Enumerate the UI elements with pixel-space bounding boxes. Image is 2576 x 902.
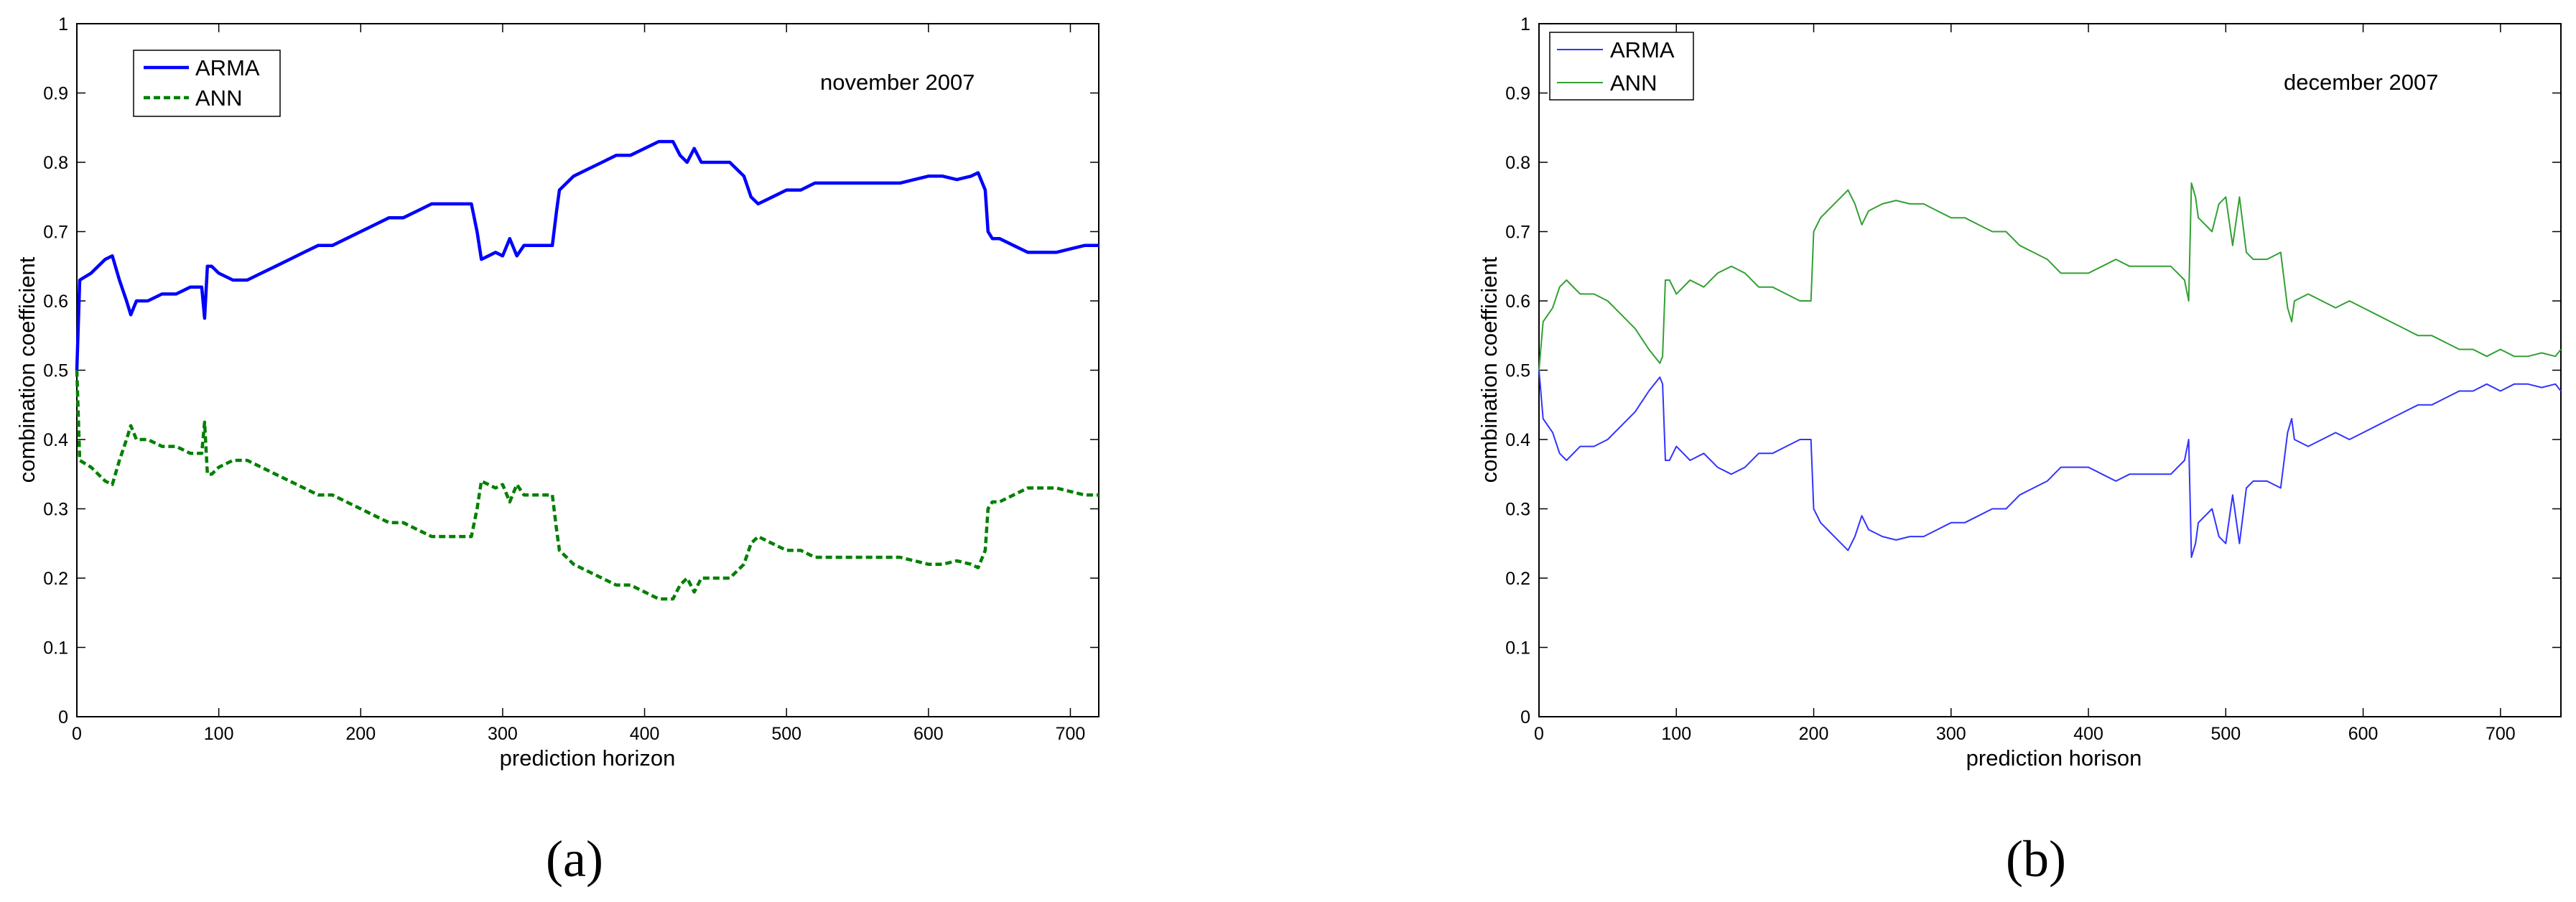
x-tick-label: 500: [2210, 724, 2241, 744]
y-tick-label: 0.8: [1505, 153, 1530, 173]
y-axis-label-b: combination coefficient: [1477, 256, 1502, 483]
series-line-ann: [75, 370, 1099, 601]
y-tick-label: 1: [58, 14, 68, 34]
legend-label-ann-b: ANN: [1610, 70, 1657, 96]
x-tick-label: 200: [345, 724, 376, 744]
annotation-a: november 2007: [820, 70, 975, 95]
y-tick-label: 0.1: [43, 638, 68, 659]
y-tick-label: 0: [58, 707, 68, 727]
y-tick-label: 0.1: [1505, 638, 1530, 659]
x-tick-label: 0: [1534, 724, 1544, 744]
legend-box-a: [133, 50, 281, 117]
x-tick-label: 400: [2073, 724, 2103, 744]
legend-b: ARMA ANN: [1549, 32, 1694, 101]
y-tick-label: 0.9: [43, 84, 68, 104]
y-tick-label: 0.2: [43, 569, 68, 589]
y-tick-label: 0.9: [1505, 84, 1530, 104]
legend-label-arma-a: ARMA: [195, 55, 260, 80]
series-line-arma: [1538, 370, 2562, 558]
x-tick-label: 300: [488, 724, 518, 744]
legend-label-arma-b: ARMA: [1610, 37, 1675, 62]
y-tick-label: 0.7: [1505, 223, 1530, 243]
y-tick-label: 0.2: [1505, 569, 1530, 589]
x-tick-label: 700: [1056, 724, 1086, 744]
plot-area-b: [1538, 23, 2562, 717]
x-axis-label-b: prediction horison: [1966, 745, 2142, 771]
y-axis-label-a: combination coefficient: [14, 256, 39, 483]
x-tick-label: 100: [204, 724, 234, 744]
chart-b: 0 100 200 300 400 500 600 700 0 0.1 0.2 0.3 0.4 0.5 0.…: [1477, 14, 2562, 888]
tick-group-b: 0 100 200 300 400 500 600 700 0 0.1 0.2 0.3 0.4 0.5 0.…: [1505, 14, 2561, 744]
panel-label-a: (a): [546, 830, 603, 888]
series-line-arma: [75, 139, 1099, 371]
y-tick-label: 0.3: [1505, 500, 1530, 520]
x-tick-label: 500: [771, 724, 801, 744]
series-group-a: [75, 139, 1099, 601]
y-tick-label: 0.4: [1505, 430, 1530, 450]
series-group-b: [1538, 182, 2562, 558]
y-tick-label: 0: [1520, 707, 1530, 727]
y-tick-label: 0.4: [43, 430, 68, 450]
x-axis-label-a: prediction horizon: [500, 745, 676, 771]
y-tick-label: 0.7: [43, 223, 68, 243]
panel-label-b: (b): [2006, 830, 2066, 888]
x-tick-label: 0: [72, 724, 82, 744]
y-tick-label: 0.5: [1505, 361, 1530, 381]
legend-a: ARMA ANN: [133, 50, 281, 117]
x-tick-label: 600: [913, 724, 944, 744]
x-tick-label: 300: [1936, 724, 1966, 744]
x-tick-label: 700: [2486, 724, 2516, 744]
y-tick-label: 0.6: [1505, 292, 1530, 312]
y-tick-label: 1: [1520, 14, 1530, 34]
series-line-ann: [1538, 182, 2562, 371]
x-tick-label: 600: [2348, 724, 2379, 744]
annotation-b: december 2007: [2284, 70, 2438, 95]
y-tick-label: 0.5: [43, 361, 68, 381]
x-tick-label: 100: [1661, 724, 1691, 744]
y-tick-label: 0.6: [43, 292, 68, 312]
plot-area-a: [76, 23, 1099, 717]
tick-group-a: 0 100 200 300 400 500 600 700 0 0.1 0.2 0.3 0.4 0.5 0.…: [43, 14, 1099, 744]
y-tick-label: 0.8: [43, 153, 68, 173]
x-tick-label: 200: [1799, 724, 1829, 744]
legend-label-ann-a: ANN: [195, 85, 242, 111]
legend-box-b: [1549, 32, 1694, 101]
x-tick-label: 400: [630, 724, 660, 744]
chart-a: 0 100 200 300 400 500 600 700 0 0.1 0.2 0.3 0.4 0.5 0.…: [14, 14, 1099, 888]
y-tick-label: 0.3: [43, 500, 68, 520]
